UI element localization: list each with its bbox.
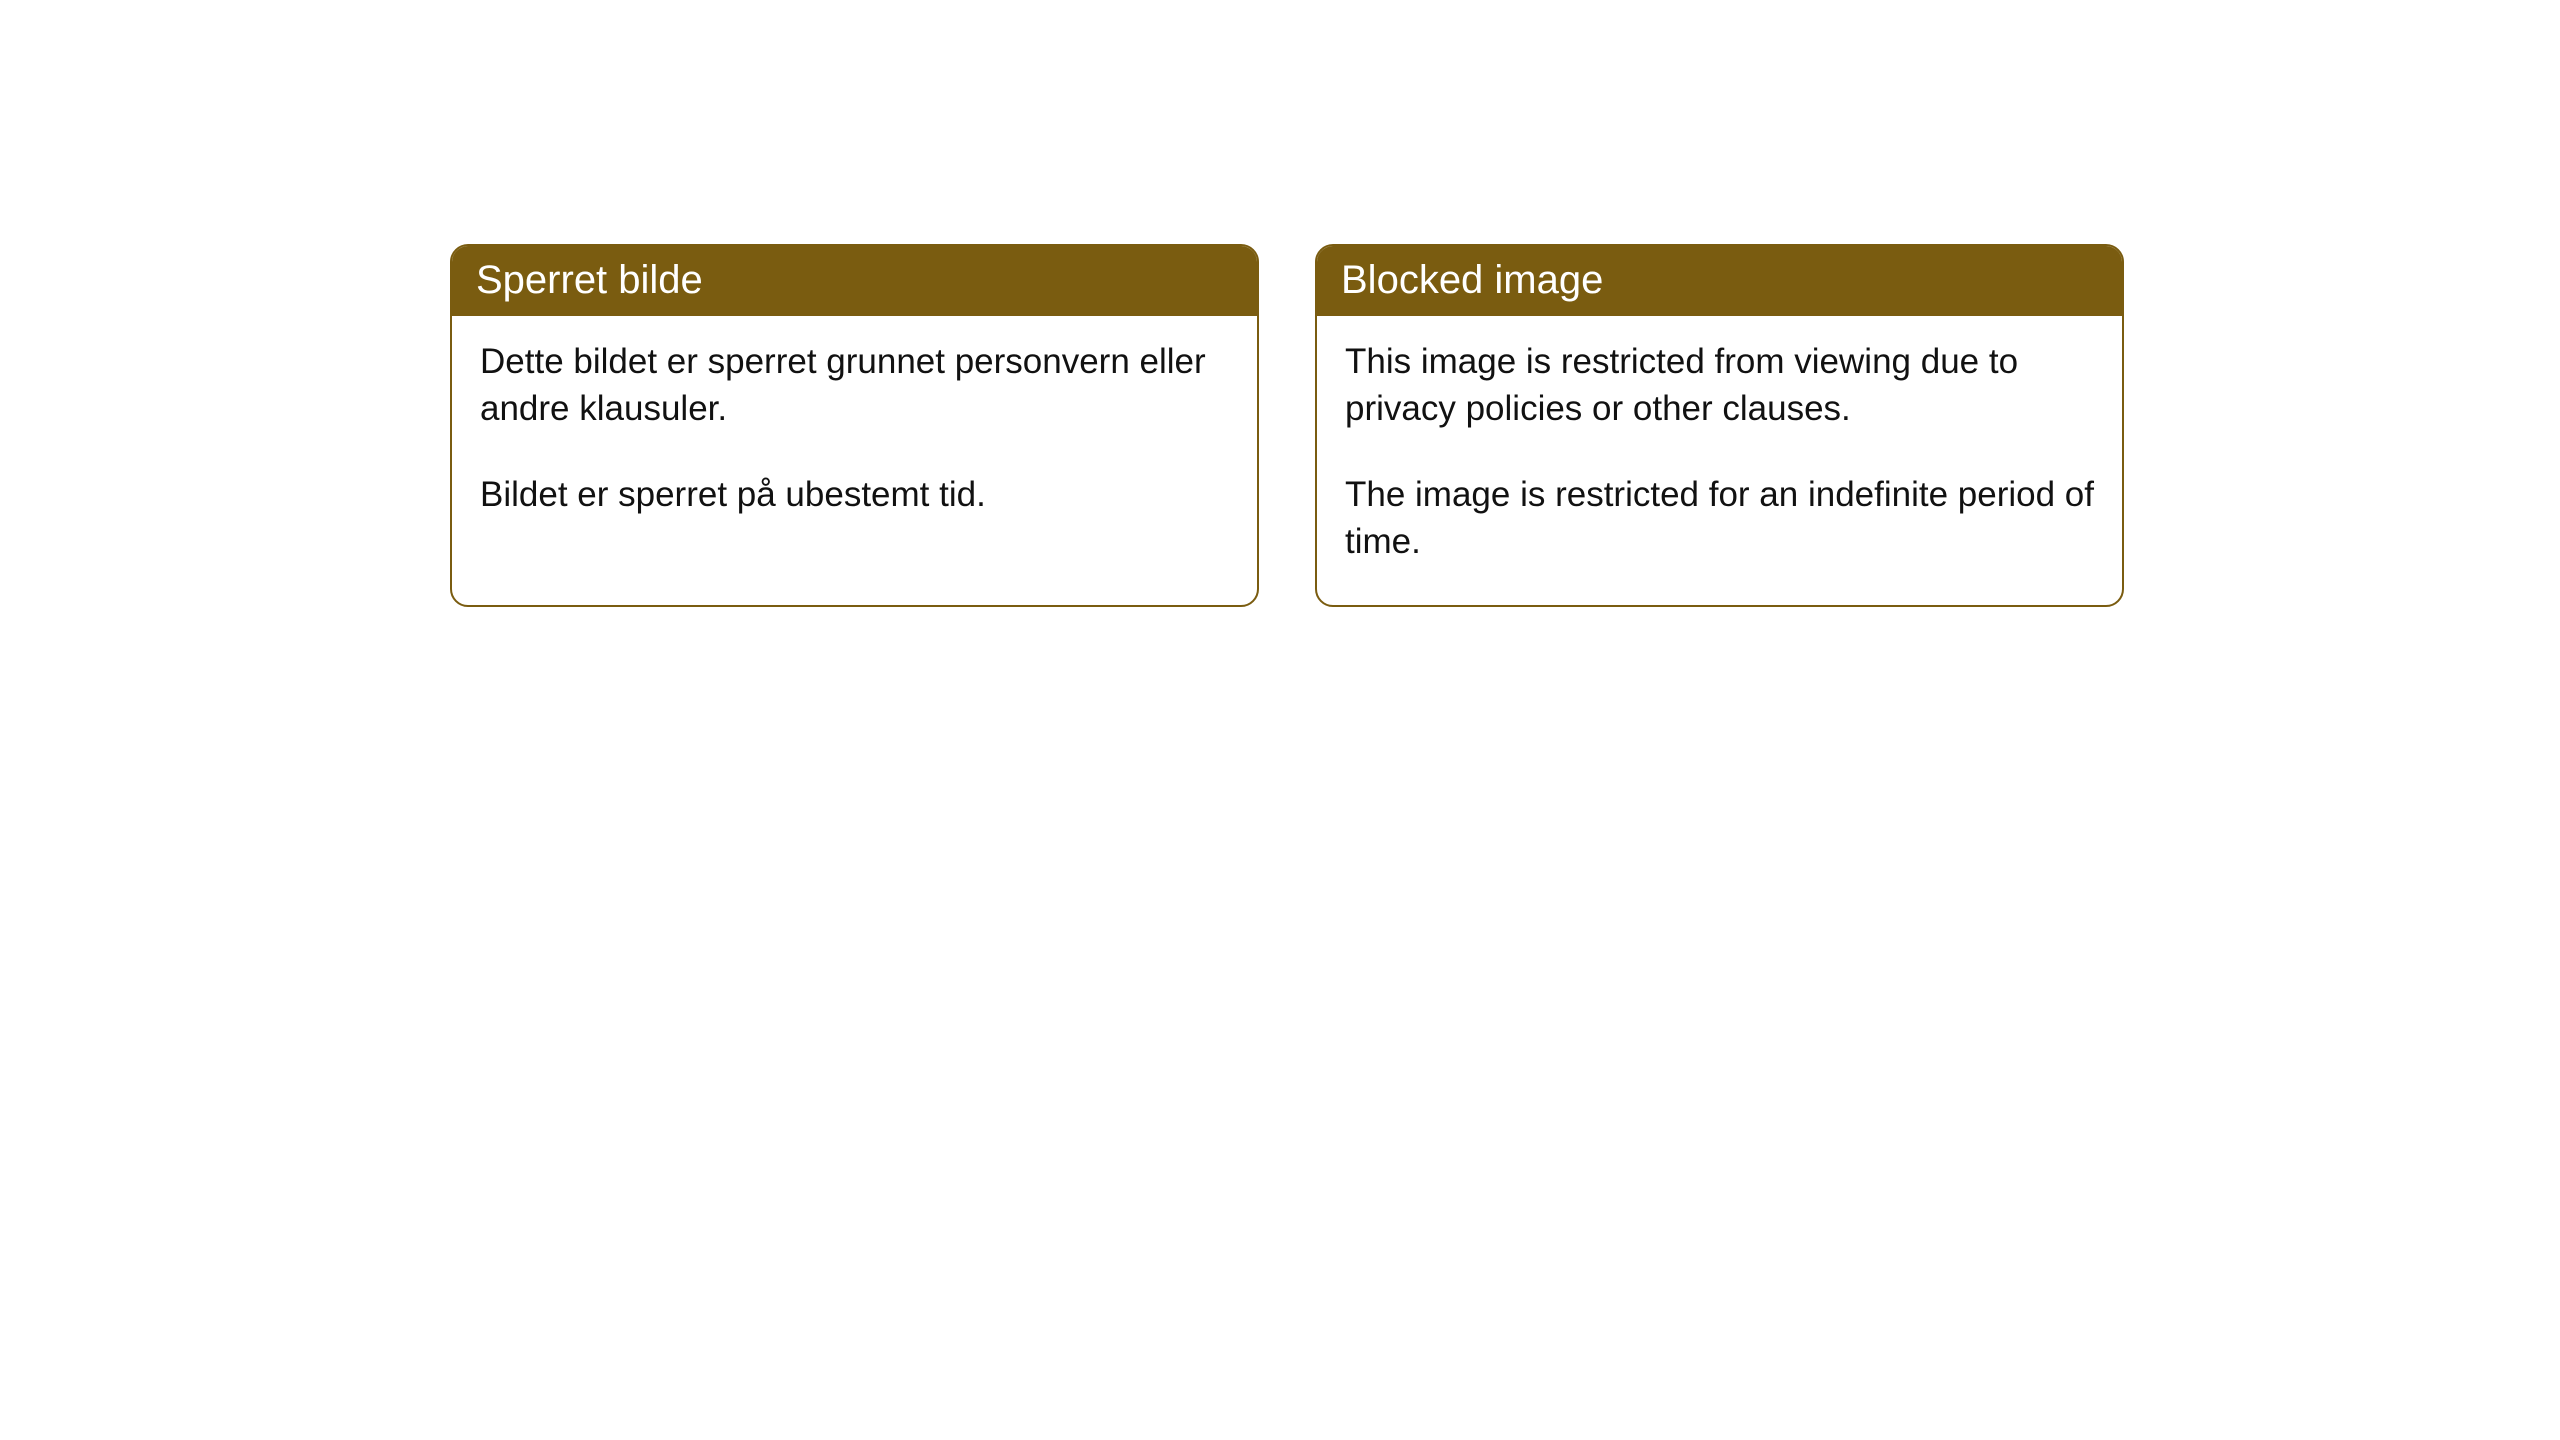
notice-cards-container: Sperret bilde Dette bildet er sperret gr… [0,0,2560,607]
card-paragraph: Dette bildet er sperret grunnet personve… [480,338,1229,433]
card-paragraph: This image is restricted from viewing du… [1345,338,2094,433]
notice-card-english: Blocked image This image is restricted f… [1315,244,2124,607]
card-paragraph: Bildet er sperret på ubestemt tid. [480,471,1229,518]
card-body: This image is restricted from viewing du… [1317,316,2122,605]
card-header: Blocked image [1317,246,2122,316]
card-title: Blocked image [1341,258,1603,302]
card-paragraph: The image is restricted for an indefinit… [1345,471,2094,566]
card-header: Sperret bilde [452,246,1257,316]
notice-card-norwegian: Sperret bilde Dette bildet er sperret gr… [450,244,1259,607]
card-title: Sperret bilde [476,258,703,302]
card-body: Dette bildet er sperret grunnet personve… [452,316,1257,558]
